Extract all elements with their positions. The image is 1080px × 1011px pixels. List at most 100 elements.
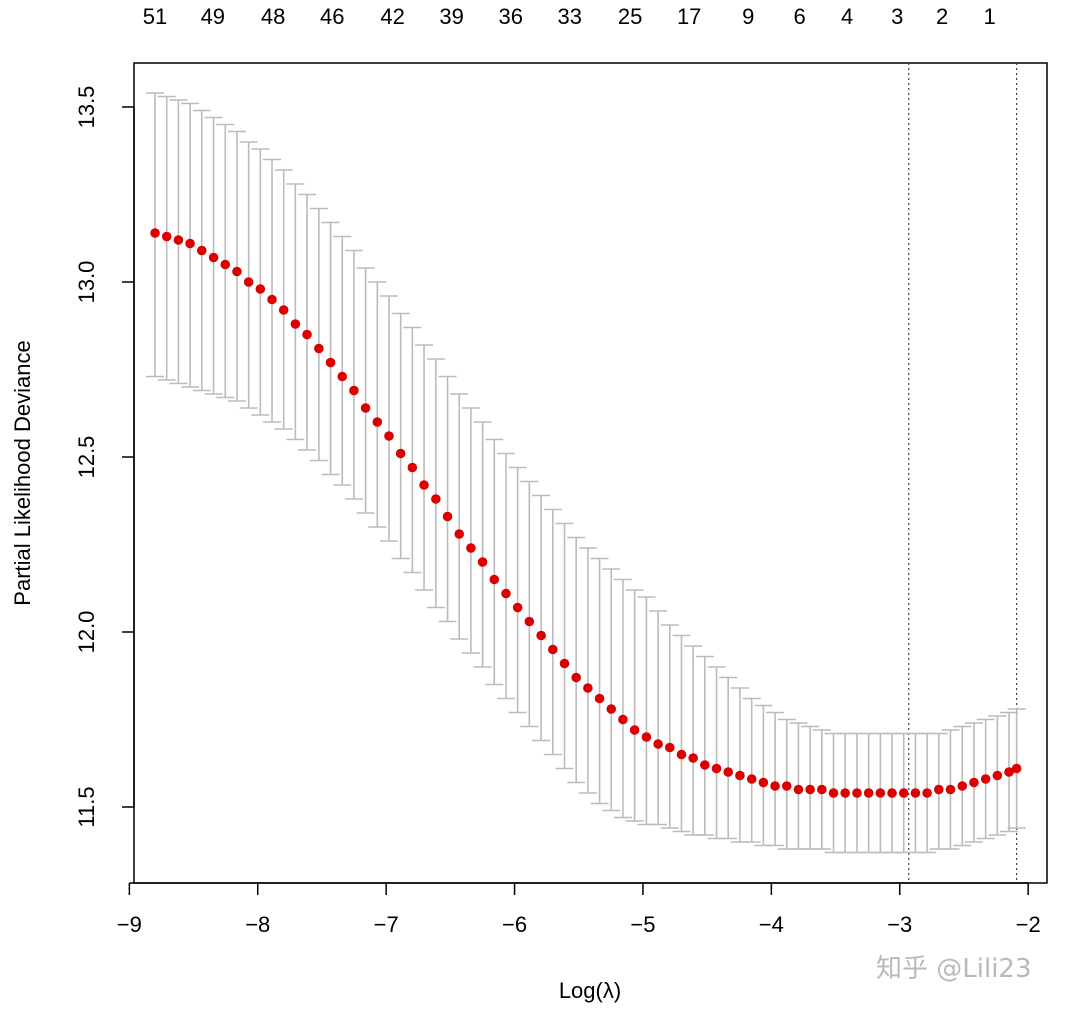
data-point [606,704,617,714]
data-point [466,543,476,553]
error-bar [766,711,785,847]
data-point [407,462,418,473]
data-point [267,294,277,305]
data-point [196,245,207,256]
error-bar [344,249,363,500]
data-point [524,616,535,627]
error-bar [227,130,246,402]
data-point [360,403,371,413]
error-bar [321,221,340,476]
error-bar [403,326,422,574]
top-axis-label: 1 [984,4,996,29]
top-axis-label: 46 [320,4,344,29]
data-point [969,777,979,788]
error-bar [298,193,317,451]
top-axis-label: 9 [742,4,754,29]
data-point [723,767,734,777]
x-axis-title: Log(λ) [559,978,621,1003]
error-bar [309,207,328,462]
data-point [933,784,944,795]
error-bar [356,267,375,514]
top-axis-label: 6 [793,4,805,29]
x-tick-label: −2 [1016,912,1041,937]
error-bar [286,183,305,441]
error-bar [473,421,492,668]
data-point [349,385,359,396]
error-bar [368,281,387,528]
error-bar [426,358,445,609]
data-point [629,725,640,735]
error-bar [251,148,270,416]
y-tick-label: 13.5 [74,86,99,129]
data-point [887,788,897,798]
top-axis-label: 48 [261,4,285,29]
error-bar [602,568,621,812]
data-point [220,259,231,270]
error-bar [520,480,539,728]
data-point [395,448,406,459]
error-bar [637,596,656,826]
data-point [290,319,301,329]
data-point [770,781,780,791]
error-bar [555,522,574,770]
error-bar [672,634,691,833]
error-bar [379,295,398,542]
data-point [992,770,1003,781]
data-point [512,602,523,613]
plot-frame [133,62,1048,884]
data-point [641,732,652,742]
data-point [489,574,500,585]
top-axis-label: 2 [936,4,948,29]
error-bar [415,344,434,591]
error-bar [649,610,668,826]
data-point [314,343,324,354]
data-point [781,781,792,791]
top-axis-label: 33 [558,4,582,29]
error-bar [567,536,586,784]
y-tick-label: 11.5 [74,786,99,827]
data-point [817,784,827,795]
data-point [922,788,932,798]
data-point [664,742,675,753]
data-point [185,238,195,249]
top-axis-label: 25 [618,4,642,29]
error-bar [438,375,457,623]
error-bar [613,578,632,819]
y-axis-title: Partial Likelihood Deviance [10,340,35,605]
data-point [945,784,956,795]
error-bar [485,438,504,686]
data-point [980,774,991,784]
top-axis-label: 17 [677,4,701,29]
data-point [758,777,769,788]
data-point [232,266,242,277]
data-point [898,788,909,798]
data-point [255,284,266,294]
data-point [583,683,593,693]
data-point [746,774,757,784]
data-point [150,228,160,238]
data-point [1011,763,1022,774]
top-axis-label: 4 [841,4,853,29]
data-point [793,784,804,795]
x-tick-label: −3 [887,912,912,937]
data-point [618,714,628,725]
error-bar [274,169,293,430]
data-point [161,231,172,242]
data-point [419,480,429,490]
top-axis-label: 51 [143,4,167,29]
data-point [1004,767,1014,777]
data-point [840,788,850,798]
error-bar [742,697,761,843]
data-point [384,431,394,441]
error-bar [684,645,703,836]
top-axis-label: 39 [439,4,463,29]
y-tick-label: 12.0 [74,611,99,654]
error-bar [754,704,773,847]
x-tick-label: −5 [630,912,655,937]
data-point [325,357,336,368]
data-point [442,511,453,522]
top-axis-label: 49 [201,4,225,29]
data-point [337,371,348,382]
error-bar [578,547,597,794]
error-bar [263,158,282,423]
